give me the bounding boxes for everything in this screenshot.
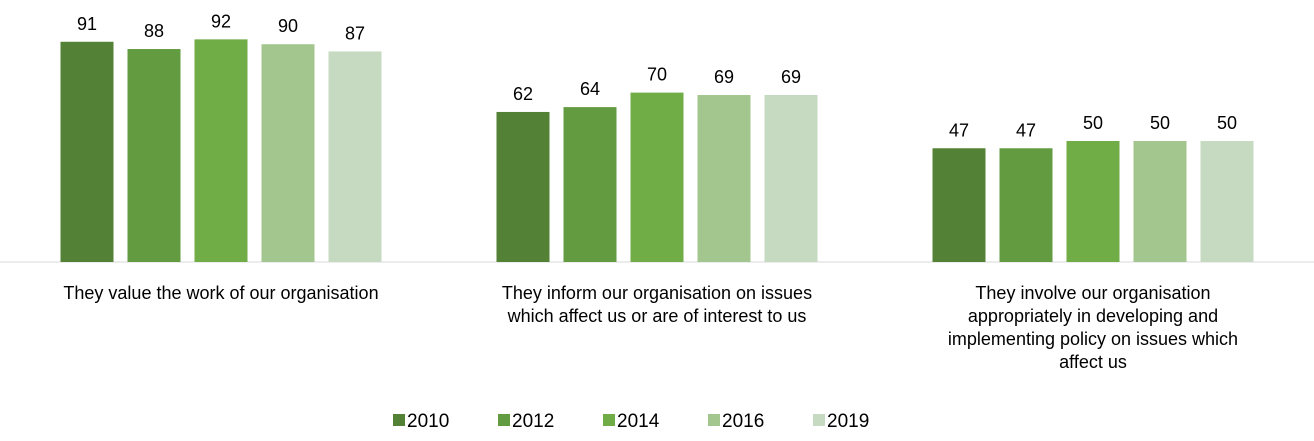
data-label-2016-cat-2: 69: [714, 67, 734, 87]
legend-label-2014: 2014: [617, 411, 660, 432]
legend-swatch-2014: [603, 414, 615, 426]
data-label-2010-cat-1: 91: [77, 14, 97, 34]
category-labels-group: They value the work of our organisation T…: [63, 283, 1238, 372]
bar-2016-cat-3: [1133, 141, 1187, 262]
legend-label-2019: 2019: [827, 411, 869, 432]
legend: 2010 2012 2014 2016 2019: [393, 411, 869, 432]
data-label-2012-cat-2: 64: [580, 79, 600, 99]
data-label-2012-cat-1: 88: [144, 21, 164, 41]
bar-2012-cat-3: [999, 148, 1053, 262]
legend-swatch-2016: [708, 414, 720, 426]
bar-2019-cat-2: [764, 95, 818, 263]
category-label-3-line-3: implementing policy on issues which: [948, 329, 1238, 349]
data-label-2014-cat-3: 50: [1083, 113, 1103, 133]
category-label-3-line-1: They involve our organisation: [975, 283, 1210, 303]
legend-label-2010: 2010: [407, 411, 449, 432]
category-label-2: They inform our organisation on issues wh…: [502, 283, 812, 326]
bar-2016-cat-1: [261, 44, 315, 263]
data-label-2016-cat-3: 50: [1150, 113, 1170, 133]
data-label-2010-cat-2: 62: [513, 84, 533, 104]
category-label-3-line-4: affect us: [1059, 352, 1127, 372]
data-label-2019-cat-1: 87: [345, 23, 365, 43]
bar-2010-cat-1: [60, 41, 114, 262]
bar-2014-cat-1: [194, 39, 248, 262]
category-label-3-line-2: appropriately in developing and: [968, 306, 1218, 326]
category-label-1: They value the work of our organisation: [63, 283, 378, 303]
data-label-2019-cat-3: 50: [1217, 113, 1237, 133]
bars-group: [60, 39, 1254, 263]
bar-2012-cat-1: [127, 49, 181, 262]
data-label-2012-cat-3: 47: [1016, 120, 1036, 140]
data-label-2016-cat-1: 90: [278, 16, 298, 36]
bar-2019-cat-1: [328, 51, 382, 263]
data-label-2014-cat-2: 70: [647, 65, 667, 85]
category-label-2-line-1: They inform our organisation on issues: [502, 283, 812, 303]
category-label-3: They involve our organisation appropriate…: [948, 283, 1238, 372]
legend-swatch-2019: [813, 414, 825, 426]
legend-label-2012: 2012: [512, 411, 554, 432]
bar-2010-cat-3: [932, 148, 986, 262]
category-label-2-line-2: which affect us or are of interest to us: [507, 306, 807, 326]
data-label-2010-cat-3: 47: [949, 120, 969, 140]
bar-2014-cat-3: [1066, 141, 1120, 262]
bar-2016-cat-2: [697, 95, 751, 263]
legend-label-2016: 2016: [722, 411, 764, 432]
legend-swatch-2012: [498, 414, 510, 426]
data-labels-group: 91 88 92 90 87 62 64 70 69 69 47 47 50 50 50: [77, 11, 1237, 140]
bar-2014-cat-2: [630, 92, 684, 262]
legend-swatch-2010: [393, 414, 405, 426]
bar-2019-cat-3: [1200, 141, 1254, 262]
bar-2012-cat-2: [563, 107, 617, 263]
data-label-2014-cat-1: 92: [211, 11, 231, 31]
bar-2010-cat-2: [496, 111, 550, 263]
category-label-1-line-1: They value the work of our organisation: [63, 283, 378, 303]
data-label-2019-cat-2: 69: [781, 67, 801, 87]
